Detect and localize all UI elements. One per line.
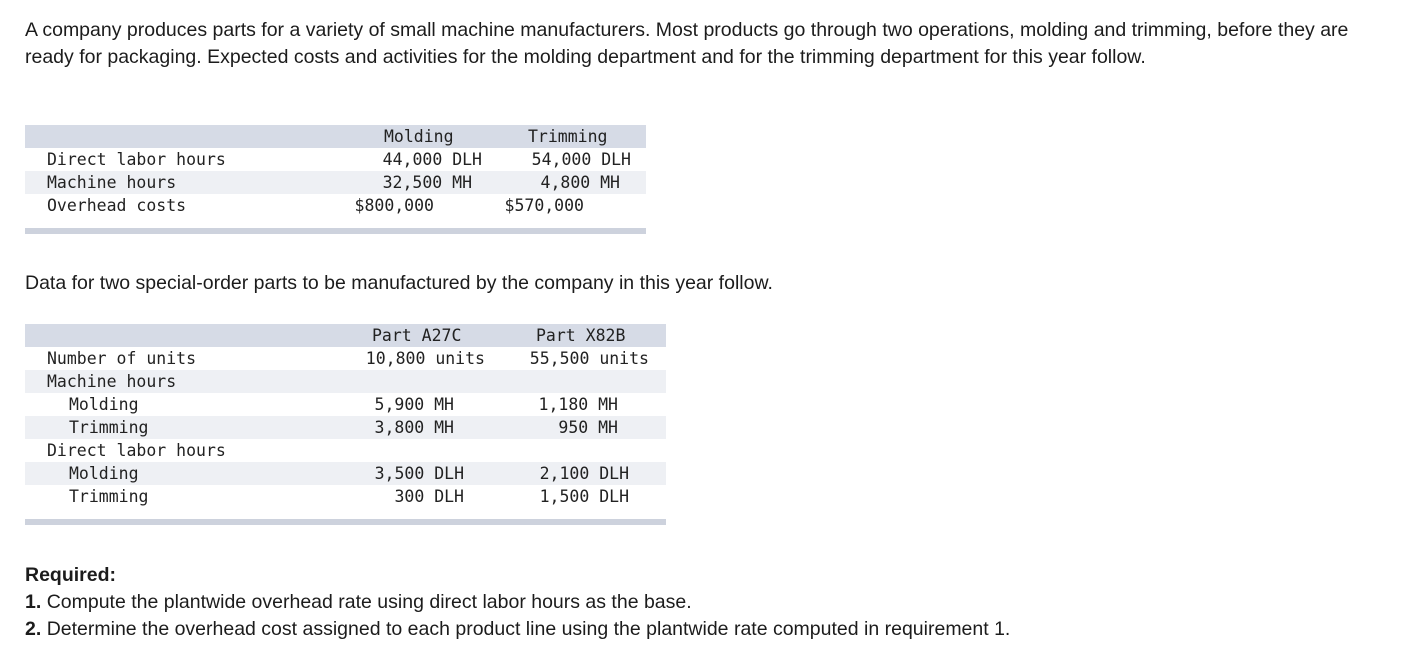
requirement-item: 2. Determine the overhead cost assigned … xyxy=(25,616,1385,643)
molding-value: 44,000 DLH xyxy=(382,150,482,169)
part-x82b-value: 950 MH xyxy=(558,418,618,437)
column-header-molding: Molding xyxy=(384,127,454,146)
row-label: Trimming xyxy=(69,487,149,506)
parts-table: Part A27C Part X82B Number of units 10,8… xyxy=(25,324,666,525)
part-a27c-value: 10,800 units xyxy=(365,349,485,368)
requirement-text: Determine the overhead cost assigned to … xyxy=(46,618,1011,640)
table-bottom-rule xyxy=(25,228,646,234)
row-label: Direct labor hours xyxy=(47,150,226,169)
molding-value: $800,000 xyxy=(354,196,434,215)
row-label: Molding xyxy=(69,464,139,483)
trimming-value: 54,000 DLH xyxy=(531,150,631,169)
row-label: Machine hours xyxy=(47,372,177,391)
table-row: Direct labor hours 44,000 DLH 54,000 DLH xyxy=(25,148,646,171)
part-x82b-value: 1,500 DLH xyxy=(539,487,629,506)
table-row: Molding 5,900 MH 1,180 MH xyxy=(25,393,666,416)
molding-value: 32,500 MH xyxy=(382,173,472,192)
table-row: Trimming 3,800 MH 950 MH xyxy=(25,416,666,439)
table-row: Machine hours 32,500 MH 4,800 MH xyxy=(25,171,646,194)
part-a27c-value: 3,800 MH xyxy=(374,418,454,437)
part-a27c-value: 300 DLH xyxy=(394,487,464,506)
column-header-trimming: Trimming xyxy=(528,127,608,146)
part-x82b-value: 55,500 units xyxy=(529,349,649,368)
trimming-value: $570,000 xyxy=(504,196,584,215)
part-x82b-value: 2,100 DLH xyxy=(539,464,629,483)
table-row: Molding 3,500 DLH 2,100 DLH xyxy=(25,462,666,485)
column-header-part-x82b: Part X82B xyxy=(536,326,626,345)
row-label: Molding xyxy=(69,395,139,414)
column-header-part-a27c: Part A27C xyxy=(372,326,462,345)
department-table: Molding Trimming Direct labor hours 44,0… xyxy=(25,125,646,240)
table-row: Trimming 300 DLH 1,500 DLH xyxy=(25,485,666,508)
row-label: Direct labor hours xyxy=(47,441,226,460)
requirement-item: 1. Compute the plantwide overhead rate u… xyxy=(25,589,1385,616)
table-header-row: Molding Trimming xyxy=(25,125,646,148)
table-row: Direct labor hours xyxy=(25,439,666,462)
table-bottom-rule xyxy=(25,519,666,525)
intro-paragraph: A company produces parts for a variety o… xyxy=(25,19,1349,68)
table-row: Number of units 10,800 units 55,500 unit… xyxy=(25,347,666,370)
table-row: Overhead costs $800,000 $570,000 xyxy=(25,194,646,217)
requirement-text: Compute the plantwide overhead rate usin… xyxy=(46,591,692,613)
part-a27c-value: 3,500 DLH xyxy=(374,464,464,483)
row-label: Trimming xyxy=(69,418,149,437)
trimming-value: 4,800 MH xyxy=(540,173,620,192)
row-label: Machine hours xyxy=(47,173,177,192)
requirement-number: 2. xyxy=(25,618,42,640)
row-label: Overhead costs xyxy=(47,196,187,215)
table-row: Machine hours xyxy=(25,370,666,393)
requirement-number: 1. xyxy=(25,591,42,613)
part-a27c-value: 5,900 MH xyxy=(374,395,454,414)
special-order-paragraph: Data for two special-order parts to be m… xyxy=(25,272,773,294)
required-heading: Required: xyxy=(25,564,117,586)
part-x82b-value: 1,180 MH xyxy=(538,395,618,414)
required-section: Required: 1. Compute the plantwide overh… xyxy=(25,562,1385,643)
row-label: Number of units xyxy=(47,349,197,368)
table-header-row: Part A27C Part X82B xyxy=(25,324,666,347)
